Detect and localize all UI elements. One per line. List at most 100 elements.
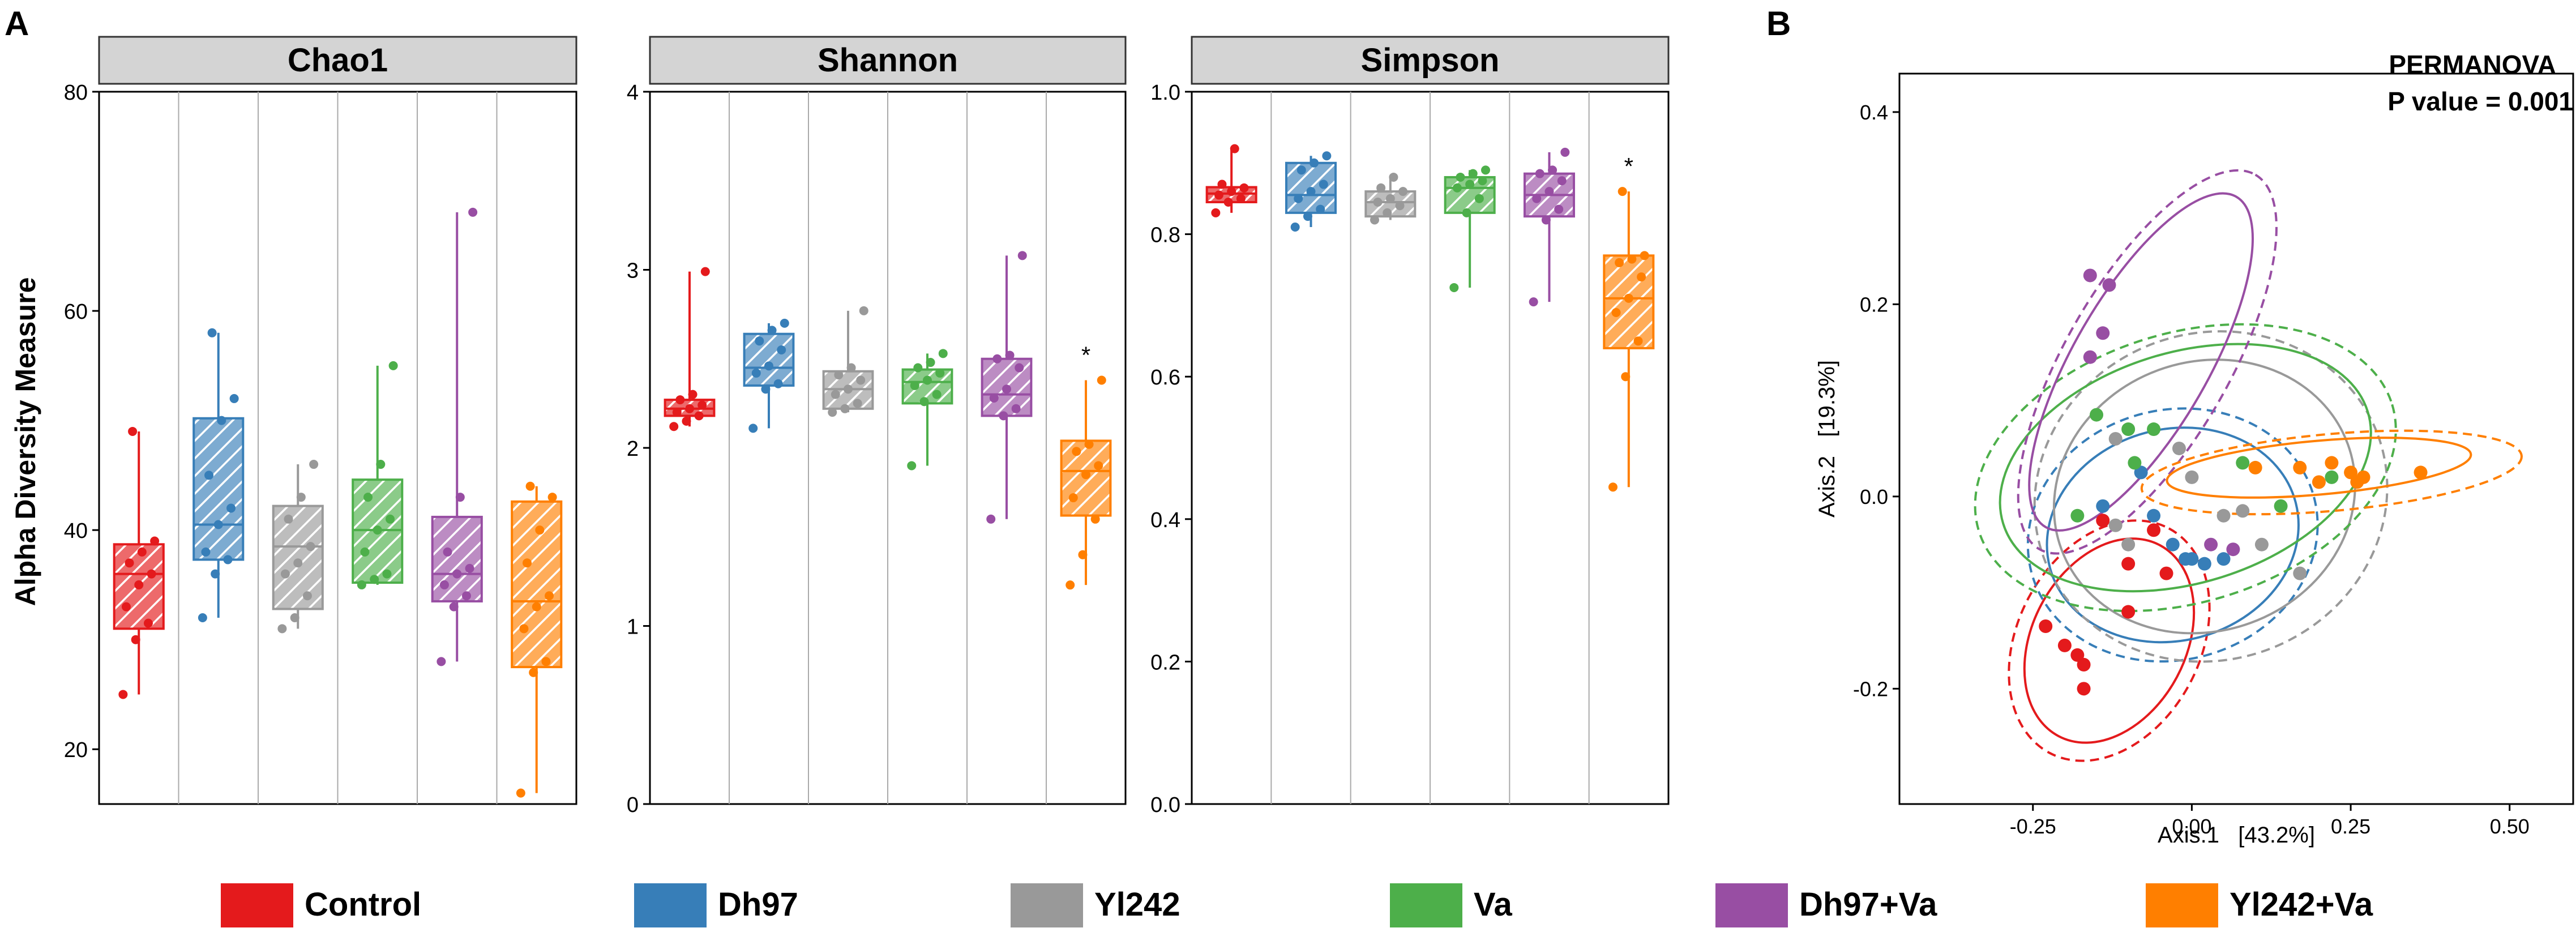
data-point: [1227, 187, 1236, 196]
box-dh97: [743, 318, 795, 433]
legend-item-va: Va: [1390, 883, 1512, 927]
data-point: [284, 514, 293, 524]
pcoa-point: [2166, 537, 2180, 551]
data-point: [1217, 179, 1227, 189]
data-point: [1322, 151, 1332, 161]
data-point: [1097, 375, 1106, 385]
y-tick-label: 2: [627, 437, 639, 461]
confidence-ellipse: [2166, 437, 2472, 499]
data-point: [777, 345, 786, 355]
data-point: [1637, 272, 1646, 282]
data-point: [1296, 165, 1306, 175]
data-point: [516, 788, 525, 798]
x-tick-label: 0.25: [2331, 815, 2370, 838]
panel-label-b: B: [1766, 5, 1791, 42]
data-point: [938, 349, 948, 358]
data-point: [211, 569, 220, 579]
data-point: [443, 547, 452, 557]
data-point: [932, 390, 942, 399]
data-point: [363, 493, 373, 502]
data-point: [465, 563, 474, 573]
facet-simpson: Simpson 0.0 0.2 0.4 0.6 0.8 1.0 *: [1150, 36, 1670, 817]
box-body: [1444, 176, 1496, 214]
data-point: [986, 514, 996, 524]
data-point: [1474, 194, 1484, 203]
data-point: [134, 580, 144, 589]
data-point: [1633, 336, 1643, 346]
pcoa-point: [2185, 470, 2199, 484]
data-point: [376, 460, 386, 469]
data-point: [1481, 165, 1491, 175]
data-point: [131, 635, 140, 644]
box-body: [743, 332, 795, 387]
pcoa-point: [2057, 638, 2072, 652]
confidence-ellipse: [2052, 358, 2356, 635]
permanova-title: PERMANOVA: [2389, 50, 2556, 79]
data-point: [293, 558, 303, 568]
pcoa-point: [2039, 619, 2053, 633]
pcoa-point: [2147, 523, 2161, 537]
data-point: [1072, 447, 1081, 456]
pcoa-point: [2293, 566, 2307, 580]
box-yl242: [1364, 172, 1417, 225]
box-dh97: [1285, 151, 1337, 232]
data-point: [910, 381, 919, 390]
box-dh97-va: [431, 207, 483, 666]
data-point: [452, 569, 462, 579]
pcoa-point: [2090, 408, 2104, 422]
data-point: [121, 602, 131, 612]
pcoa-point: [2216, 508, 2231, 523]
data-point: [1094, 461, 1103, 471]
pcoa-point: [2172, 441, 2186, 455]
data-point: [856, 375, 866, 385]
data-point: [1395, 201, 1405, 211]
legend-item-yl242: Yl242: [1011, 883, 1180, 927]
data-point: [755, 336, 764, 346]
data-point: [1310, 158, 1319, 168]
pcoa-point: [2128, 456, 2142, 470]
pcoa-point: [2108, 432, 2123, 446]
data-point: [213, 520, 223, 529]
pcoa-point: [2134, 465, 2148, 480]
box-yl242-va: [511, 481, 563, 798]
pcoa-point: [2204, 537, 2218, 551]
pcoa-points: [2039, 268, 2428, 696]
data-point: [360, 547, 370, 557]
data-point: [137, 547, 147, 557]
data-point: [150, 536, 160, 546]
facet-title: Chao1: [288, 42, 388, 79]
y-tick-label: 0.2: [1150, 651, 1180, 674]
box-va: [1444, 165, 1496, 292]
facet-strip-1: [649, 36, 1127, 85]
box-yl242-va: *: [1603, 153, 1655, 492]
pcoa-point: [2414, 465, 2428, 480]
data-point: [919, 397, 929, 407]
pcoa-point: [2254, 537, 2269, 551]
data-point: [455, 493, 465, 502]
box-body: [431, 515, 483, 602]
data-point: [439, 580, 449, 589]
confidence-ellipse-dashed: [2008, 519, 2211, 762]
data-point: [290, 613, 299, 622]
data-point: [1529, 297, 1538, 307]
data-point: [694, 411, 704, 421]
data-point: [529, 668, 538, 677]
data-point: [859, 306, 868, 315]
pcoa-y-title: Axis.2 [19.3%]: [1815, 360, 1839, 518]
data-point: [1627, 254, 1637, 264]
data-point: [1306, 187, 1316, 196]
data-point: [309, 460, 319, 469]
data-point: [125, 558, 134, 568]
pcoa-point: [2083, 268, 2097, 283]
data-point: [519, 624, 529, 634]
y-axis-title: Alpha Diversity Measure: [10, 277, 41, 606]
data-point: [1449, 283, 1459, 292]
data-point: [535, 525, 545, 535]
data-point: [198, 613, 207, 622]
box-yl242: [272, 460, 324, 634]
pcoa-point: [2108, 518, 2123, 532]
data-point: [923, 375, 932, 385]
pcoa-point: [2344, 465, 2358, 480]
data-point: [780, 318, 789, 328]
data-point: [669, 422, 679, 431]
